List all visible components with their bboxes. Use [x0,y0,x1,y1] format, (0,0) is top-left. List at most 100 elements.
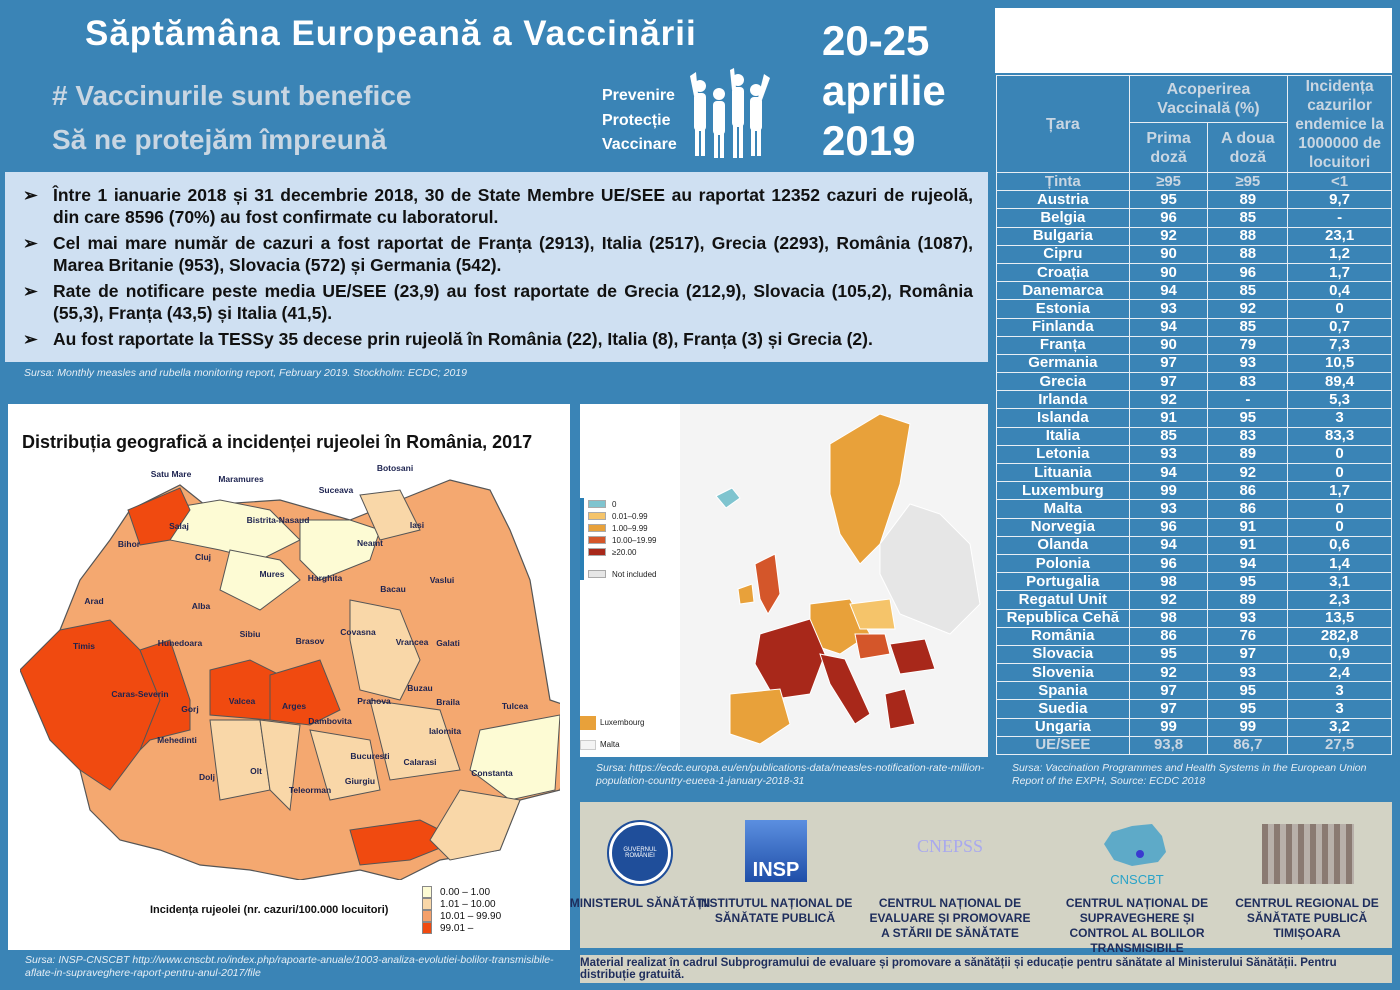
country-cell: Danemarca [996,281,1130,301]
dose2-cell: ≥95 [1207,171,1289,192]
dose1-cell: 93,8 [1128,735,1209,756]
table-source: Sursa: Vaccination Programmes and Health… [1012,762,1367,787]
subtitle-hashtag: # Vaccinurile sunt benefice [52,80,412,111]
incidence-cell: 83,3 [1287,426,1392,446]
fact-item: ➢ Rate de notificare peste media UE/SEE (… [23,280,973,324]
country-cell: Republica Cehă [996,608,1130,628]
dose2-cell: 88 [1207,226,1289,246]
country-cell: Belgia [996,208,1130,228]
table-row: Slovenia 92 93 2,4 [996,663,1392,683]
country-cell: Norvegia [996,517,1130,537]
dose1-cell: ≥95 [1128,171,1209,192]
dose1-cell: 99 [1128,481,1209,501]
arrow-bullet-icon: ➢ [23,329,38,349]
legend-swatch [422,886,432,898]
county-label: Timis [72,641,96,651]
romania-legend-title: Incidența rujeolei (nr. cazuri/100.000 l… [150,904,389,916]
dose2-cell: 95 [1207,699,1289,719]
country-cell: Spania [996,681,1130,701]
county-label: Neamt [357,538,383,548]
country-cell: Regatul Unit [996,590,1130,610]
incidence-cell: 1,7 [1287,481,1392,501]
slogan-line: Vaccinare [602,136,677,153]
government-seal-icon: GUVERNUL ROMÂNIEI [607,820,673,886]
incidence-cell: 10,5 [1287,353,1392,374]
blank-panel [995,8,1392,73]
dose1-cell: 95 [1128,644,1209,665]
country-cell: Ținta [996,171,1130,192]
county-label: Tulcea [501,701,529,711]
logo-name: CENTRUL NAȚIONAL DE SUPRAVEGHERE ȘI CONT… [1065,896,1209,955]
country-cell: Finlanda [996,317,1130,337]
logo-name: MINISTERUL SĂNĂTĂȚII [569,896,711,910]
incidence-cell: 0,6 [1287,535,1392,555]
legend-swatch [588,512,606,520]
date-range: 20-25 [822,17,930,64]
country-cell: Croația [996,262,1130,283]
logo-name: CENTRUL NAȚIONAL DE EVALUARE ȘI PROMOVAR… [869,896,1031,940]
incidence-cell: 0,7 [1287,317,1392,337]
county-label: Vrancea [395,637,429,647]
inset-luxembourg: Luxembourg [580,716,644,730]
incidence-cell: 2,3 [1287,590,1392,610]
dose2-cell: 92 [1207,299,1289,319]
dose1-cell: 92 [1128,390,1209,410]
dose2-cell: - [1207,390,1289,410]
fact-item: ➢ Între 1 ianuarie 2018 și 31 decembrie 2… [23,184,973,228]
incidence-cell: 13,5 [1287,608,1392,628]
incidence-cell: 0 [1287,462,1392,483]
col-incidence: Incidența cazurilor endemice la 1000000 … [1287,75,1392,173]
country-cell: Malta [996,499,1130,519]
dose1-cell: 90 [1128,335,1209,355]
country-cell: Bulgaria [996,226,1130,246]
country-cell: Luxemburg [996,481,1130,501]
legend-item: 99.01 – [422,922,501,934]
dose1-cell: 97 [1128,699,1209,719]
county-label: Constanta [471,768,513,778]
legend-label: 99.01 – [440,922,474,934]
people-silhouettes-icon [690,68,770,158]
slogan-line: Protecție [602,111,671,129]
table-row: Franța 90 79 7,3 [996,335,1392,355]
county-label: Bacau [380,584,406,594]
facts-source: Sursa: Monthly measles and rubella monit… [24,367,467,379]
county-label: Brasov [295,636,325,646]
dose1-cell: 97 [1128,372,1209,392]
table-row: Regatul Unit 92 89 2,3 [996,590,1392,610]
romania-legend: 0.00 – 1.00 1.01 – 10.00 10.01 – 99.90 99.0… [422,886,501,934]
table-row: Republica Cehă 98 93 13,5 [996,608,1392,628]
country-cell: Irlanda [996,390,1130,410]
fact-text: Între 1 ianuarie 2018 și 31 decembrie 20… [53,185,973,227]
table-row: Polonia 96 94 1,4 [996,553,1392,574]
dose1-cell: 91 [1128,408,1209,428]
col-country: Țara [996,75,1130,173]
table-row: Slovacia 95 97 0,9 [996,644,1392,665]
dose2-cell: 95 [1207,572,1289,592]
legend-label: ≥20.00 [612,547,637,557]
county-label: Dolj [198,772,216,782]
dose2-cell: 85 [1207,317,1289,337]
poster-title: Săptămâna Europeană a Vaccinării [85,14,697,53]
county-label: Alba [191,601,211,611]
legend-label: 1.00–9.99 [612,523,648,533]
legend-item: 10.00–19.99 [588,534,657,546]
dose1-cell: 98 [1128,608,1209,628]
country-cell: Ungaria [996,717,1130,737]
slogan-line: Prevenire [602,87,675,104]
europe-map [680,404,988,757]
incidence-cell: 27,5 [1287,735,1392,756]
incidence-cell: 1,7 [1287,262,1392,283]
county-label: Suceava [318,485,354,495]
county-label: Caras-Severin [111,689,169,699]
fact-item: ➢ Au fost raportate la TESSy 35 decese pr… [23,328,973,350]
legend-item: 1.00–9.99 [588,522,657,534]
incidence-cell: 3,2 [1287,717,1392,737]
country-cell: Estonia [996,299,1130,319]
dose2-cell: 93 [1207,608,1289,628]
county-label: Teleorman [288,785,332,795]
dose2-cell: 97 [1207,644,1289,665]
table-row: Lituania 94 92 0 [996,462,1392,483]
legend-swatch [422,898,432,910]
county-label: Mehedinti [157,735,197,745]
incidence-cell: 3,1 [1287,572,1392,592]
